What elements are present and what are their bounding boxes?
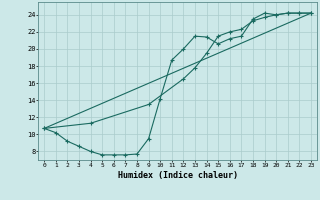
X-axis label: Humidex (Indice chaleur): Humidex (Indice chaleur) [118, 171, 238, 180]
